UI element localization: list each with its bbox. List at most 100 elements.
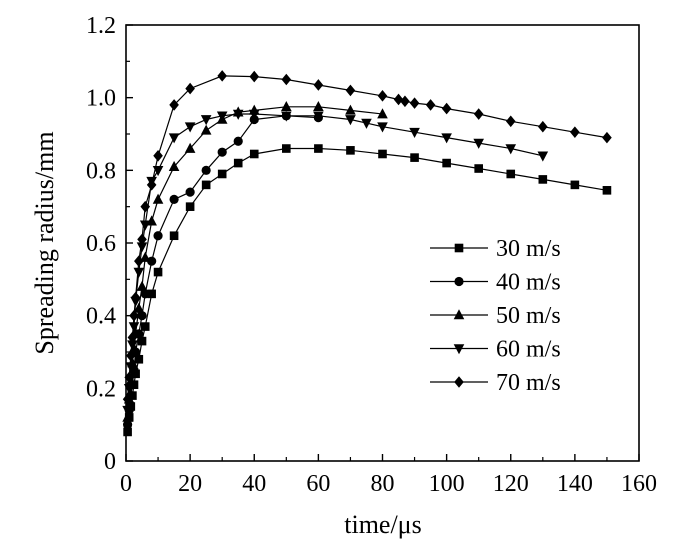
y-axis-title: Spreading radius/mm bbox=[30, 131, 59, 354]
data-point-70-m-s bbox=[137, 233, 147, 246]
data-point-60-m-s bbox=[122, 405, 133, 416]
data-point-70-m-s bbox=[130, 291, 141, 304]
data-point-50-m-s bbox=[345, 104, 356, 115]
data-point-70-m-s bbox=[602, 131, 612, 144]
data-point-70-m-s bbox=[185, 82, 195, 95]
data-point-70-m-s bbox=[126, 349, 136, 362]
data-point-60-m-s bbox=[168, 133, 180, 144]
data-point-30-m-s bbox=[442, 158, 451, 168]
legend-marker-50-m-s bbox=[453, 309, 465, 320]
data-point-60-m-s bbox=[128, 322, 140, 333]
data-point-50-m-s bbox=[128, 342, 140, 353]
data-point-50-m-s bbox=[136, 280, 148, 291]
x-tick-label: 40 bbox=[242, 471, 266, 497]
data-point-40-m-s bbox=[233, 136, 243, 146]
data-point-70-m-s bbox=[313, 79, 324, 91]
y-tick-label: 0.8 bbox=[86, 158, 116, 184]
x-tick-label: 80 bbox=[371, 471, 395, 497]
data-point-30-m-s bbox=[378, 149, 387, 159]
x-tick-label: 140 bbox=[557, 471, 593, 497]
data-point-30-m-s bbox=[538, 175, 548, 184]
data-point-30-m-s bbox=[282, 144, 291, 153]
data-point-70-m-s bbox=[129, 309, 139, 322]
data-point-30-m-s bbox=[249, 149, 259, 159]
data-point-40-m-s bbox=[169, 194, 179, 204]
data-point-70-m-s bbox=[153, 150, 163, 162]
data-point-60-m-s bbox=[441, 133, 452, 144]
data-point-50-m-s bbox=[377, 108, 388, 119]
data-point-70-m-s bbox=[127, 331, 138, 344]
y-tick-label: 0.2 bbox=[86, 376, 116, 402]
legend-label-60-m-s: 60 m/s bbox=[496, 337, 561, 363]
y-tick-label: 0.4 bbox=[86, 304, 116, 330]
data-point-70-m-s bbox=[409, 97, 420, 109]
data-point-60-m-s bbox=[127, 340, 138, 351]
data-point-70-m-s bbox=[249, 70, 260, 83]
data-point-70-m-s bbox=[441, 102, 452, 115]
data-point-70-m-s bbox=[425, 99, 436, 111]
legend: 30 m/s 40 m/s 50 m/s 60 m/s 70 m/s bbox=[430, 236, 561, 396]
legend-label-50-m-s: 50 m/s bbox=[496, 303, 561, 329]
data-point-40-m-s bbox=[185, 187, 195, 197]
data-point-60-m-s bbox=[473, 138, 484, 149]
series-markers bbox=[122, 70, 612, 437]
data-point-60-m-s bbox=[152, 166, 164, 177]
data-point-50-m-s bbox=[200, 124, 212, 135]
data-point-60-m-s bbox=[125, 362, 137, 373]
data-point-50-m-s bbox=[313, 100, 324, 112]
data-point-60-m-s bbox=[281, 111, 292, 122]
data-point-40-m-s bbox=[123, 420, 133, 430]
data-point-60-m-s bbox=[377, 122, 388, 133]
data-point-60-m-s bbox=[200, 115, 212, 126]
data-point-30-m-s bbox=[134, 354, 144, 364]
data-point-60-m-s bbox=[136, 242, 148, 253]
data-point-30-m-s bbox=[140, 322, 150, 331]
data-point-70-m-s bbox=[124, 371, 135, 384]
legend-marker-70-m-s bbox=[454, 376, 464, 388]
data-point-40-m-s bbox=[201, 165, 211, 175]
y-tick-label: 0 bbox=[104, 449, 116, 475]
data-point-30-m-s bbox=[123, 427, 132, 437]
data-point-70-m-s bbox=[217, 70, 227, 82]
legend-marker-60-m-s bbox=[453, 344, 465, 355]
data-point-60-m-s bbox=[133, 267, 145, 278]
data-point-60-m-s bbox=[537, 151, 549, 162]
data-point-30-m-s bbox=[217, 169, 227, 179]
data-point-30-m-s bbox=[602, 186, 612, 195]
y-tick-label: 0.6 bbox=[86, 231, 116, 257]
data-point-70-m-s bbox=[169, 99, 179, 111]
data-point-60-m-s bbox=[184, 122, 196, 133]
x-tick-label: 120 bbox=[493, 471, 529, 497]
x-tick-label: 160 bbox=[621, 471, 657, 497]
data-point-50-m-s bbox=[139, 251, 151, 262]
data-point-70-m-s bbox=[122, 393, 133, 406]
data-point-70-m-s bbox=[134, 255, 144, 267]
data-point-30-m-s bbox=[410, 153, 419, 162]
data-point-60-m-s bbox=[216, 111, 228, 122]
data-point-50-m-s bbox=[184, 142, 196, 153]
data-point-70-m-s bbox=[473, 108, 484, 120]
series-line-60-m-s bbox=[127, 113, 543, 411]
data-point-40-m-s bbox=[153, 231, 163, 241]
data-point-60-m-s bbox=[313, 111, 324, 122]
data-point-30-m-s bbox=[346, 146, 355, 155]
data-point-50-m-s bbox=[281, 100, 292, 112]
data-point-70-m-s bbox=[146, 179, 157, 191]
data-point-70-m-s bbox=[281, 73, 292, 86]
data-point-50-m-s bbox=[133, 302, 145, 313]
data-point-70-m-s bbox=[377, 90, 388, 102]
data-point-70-m-s bbox=[400, 95, 410, 108]
data-point-50-m-s bbox=[168, 160, 180, 171]
legend-label-40-m-s: 40 m/s bbox=[496, 270, 561, 296]
series-line-30-m-s bbox=[127, 147, 607, 432]
data-point-30-m-s bbox=[147, 289, 156, 299]
legend-label-70-m-s: 70 m/s bbox=[496, 370, 561, 396]
data-point-70-m-s bbox=[345, 84, 356, 97]
y-tick-label: 1.2 bbox=[86, 13, 116, 39]
data-point-70-m-s bbox=[393, 93, 404, 106]
legend-marker-30-m-s bbox=[454, 243, 464, 253]
data-point-40-m-s bbox=[217, 147, 227, 157]
ticks: 0 20 40 60 80 100 120 140 160 0 0.2 0.4 0.6 0.8 1.0 1.2 bbox=[86, 13, 657, 497]
data-point-30-m-s bbox=[137, 336, 147, 346]
